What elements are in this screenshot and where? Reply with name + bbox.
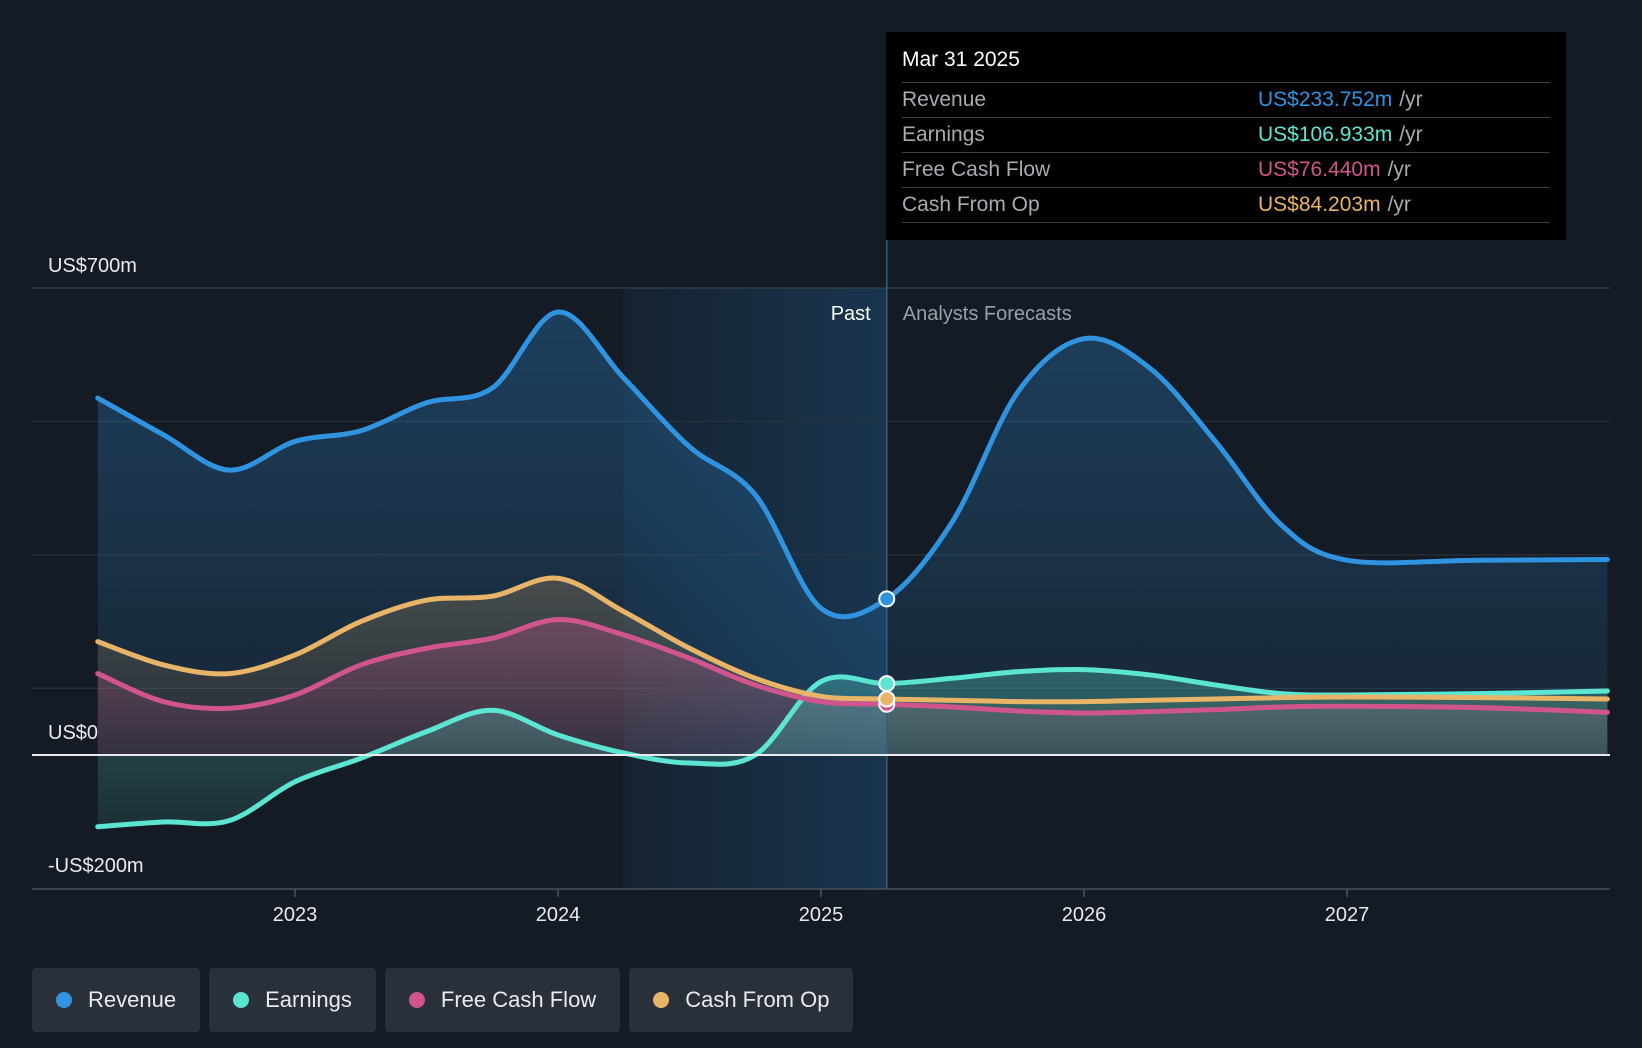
x-axis-ticks: 2023 2024 2025 2026 2027 (273, 889, 1370, 926)
legend-dot-icon (233, 992, 250, 1008)
earnings-marker (878, 675, 896, 693)
tooltip-unit: /yr (1387, 193, 1411, 216)
revenue-marker (878, 590, 896, 608)
legend-dot-icon (653, 992, 670, 1008)
hover-markers (878, 590, 896, 713)
tooltip-label: Earnings (902, 123, 985, 146)
legend-item-earnings[interactable]: Earnings (209, 968, 376, 1032)
legend-label: Revenue (88, 987, 177, 1012)
past-label: Past (831, 303, 871, 325)
legend-dot-icon (56, 992, 72, 1008)
legend-label: Cash From Op (685, 987, 830, 1012)
legend-item-cash-from-op[interactable]: Cash From Op (629, 968, 854, 1032)
tooltip-unit: /yr (1399, 88, 1423, 111)
y-axis-zero-label: US$0 (48, 722, 98, 744)
tooltip-unit: /yr (1387, 158, 1411, 181)
tooltip-row-free-cash-flow: Free Cash Flow US$76.440m /yr (902, 152, 1550, 187)
tooltip-row-earnings: Earnings US$106.933m /yr (902, 117, 1550, 152)
free-cash-flow-line (95, 617, 1610, 716)
legend-label: Earnings (265, 987, 352, 1012)
tooltip-label: Revenue (902, 88, 987, 111)
tooltip-label: Free Cash Flow (902, 158, 1051, 181)
tooltip-date: Mar 31 2025 (902, 48, 1020, 71)
tooltip-row-cash-from-op: Cash From Op US$84.203m /yr (902, 187, 1550, 223)
tooltip: Mar 31 2025 Revenue US$233.752m /yr Earn… (886, 32, 1566, 240)
x-tick-label: 2024 (536, 904, 581, 926)
x-tick-label: 2023 (273, 904, 318, 926)
series-lines (95, 309, 1610, 830)
x-tick-label: 2027 (1325, 904, 1370, 926)
tooltip-value: US$84.203m (1258, 193, 1381, 216)
tooltip-value: US$106.933m (1258, 123, 1393, 146)
tooltip-unit: /yr (1399, 123, 1423, 146)
legend-label: Free Cash Flow (440, 987, 597, 1012)
x-tick-label: 2026 (1062, 904, 1107, 926)
legend: Revenue Earnings Free Cash Flow Cash Fro… (32, 968, 854, 1032)
y-axis-top-label: US$700m (48, 255, 137, 277)
tooltip-value: US$76.440m (1258, 158, 1381, 181)
legend-dot-icon (408, 992, 425, 1008)
x-tick-label: 2025 (799, 904, 844, 926)
forecast-label: Analysts Forecasts (903, 303, 1072, 325)
revenue-line (95, 309, 1610, 620)
cash-from-op-line (95, 575, 1610, 705)
tooltip-value: US$233.752m (1258, 88, 1393, 111)
y-axis-bottom-label: -US$200m (48, 855, 144, 877)
tooltip-label: Cash From Op (902, 193, 1040, 216)
legend-item-revenue[interactable]: Revenue (32, 968, 201, 1032)
cash-from-op-marker (878, 690, 896, 708)
legend-item-free-cash-flow[interactable]: Free Cash Flow (384, 968, 621, 1032)
tooltip-row-revenue: Revenue US$233.752m /yr (902, 82, 1550, 117)
